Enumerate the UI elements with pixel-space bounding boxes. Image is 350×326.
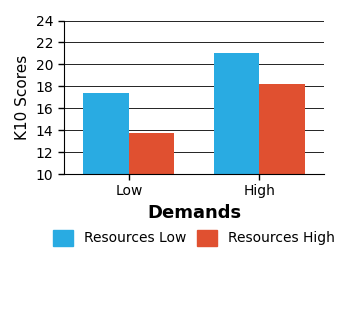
Legend: Resources Low, Resources High: Resources Low, Resources High xyxy=(48,224,340,251)
Bar xyxy=(129,133,175,174)
Bar xyxy=(259,84,305,174)
Bar xyxy=(83,93,129,174)
X-axis label: Demands: Demands xyxy=(147,204,241,222)
Bar xyxy=(214,53,259,174)
Y-axis label: K10 Scores: K10 Scores xyxy=(15,55,30,140)
